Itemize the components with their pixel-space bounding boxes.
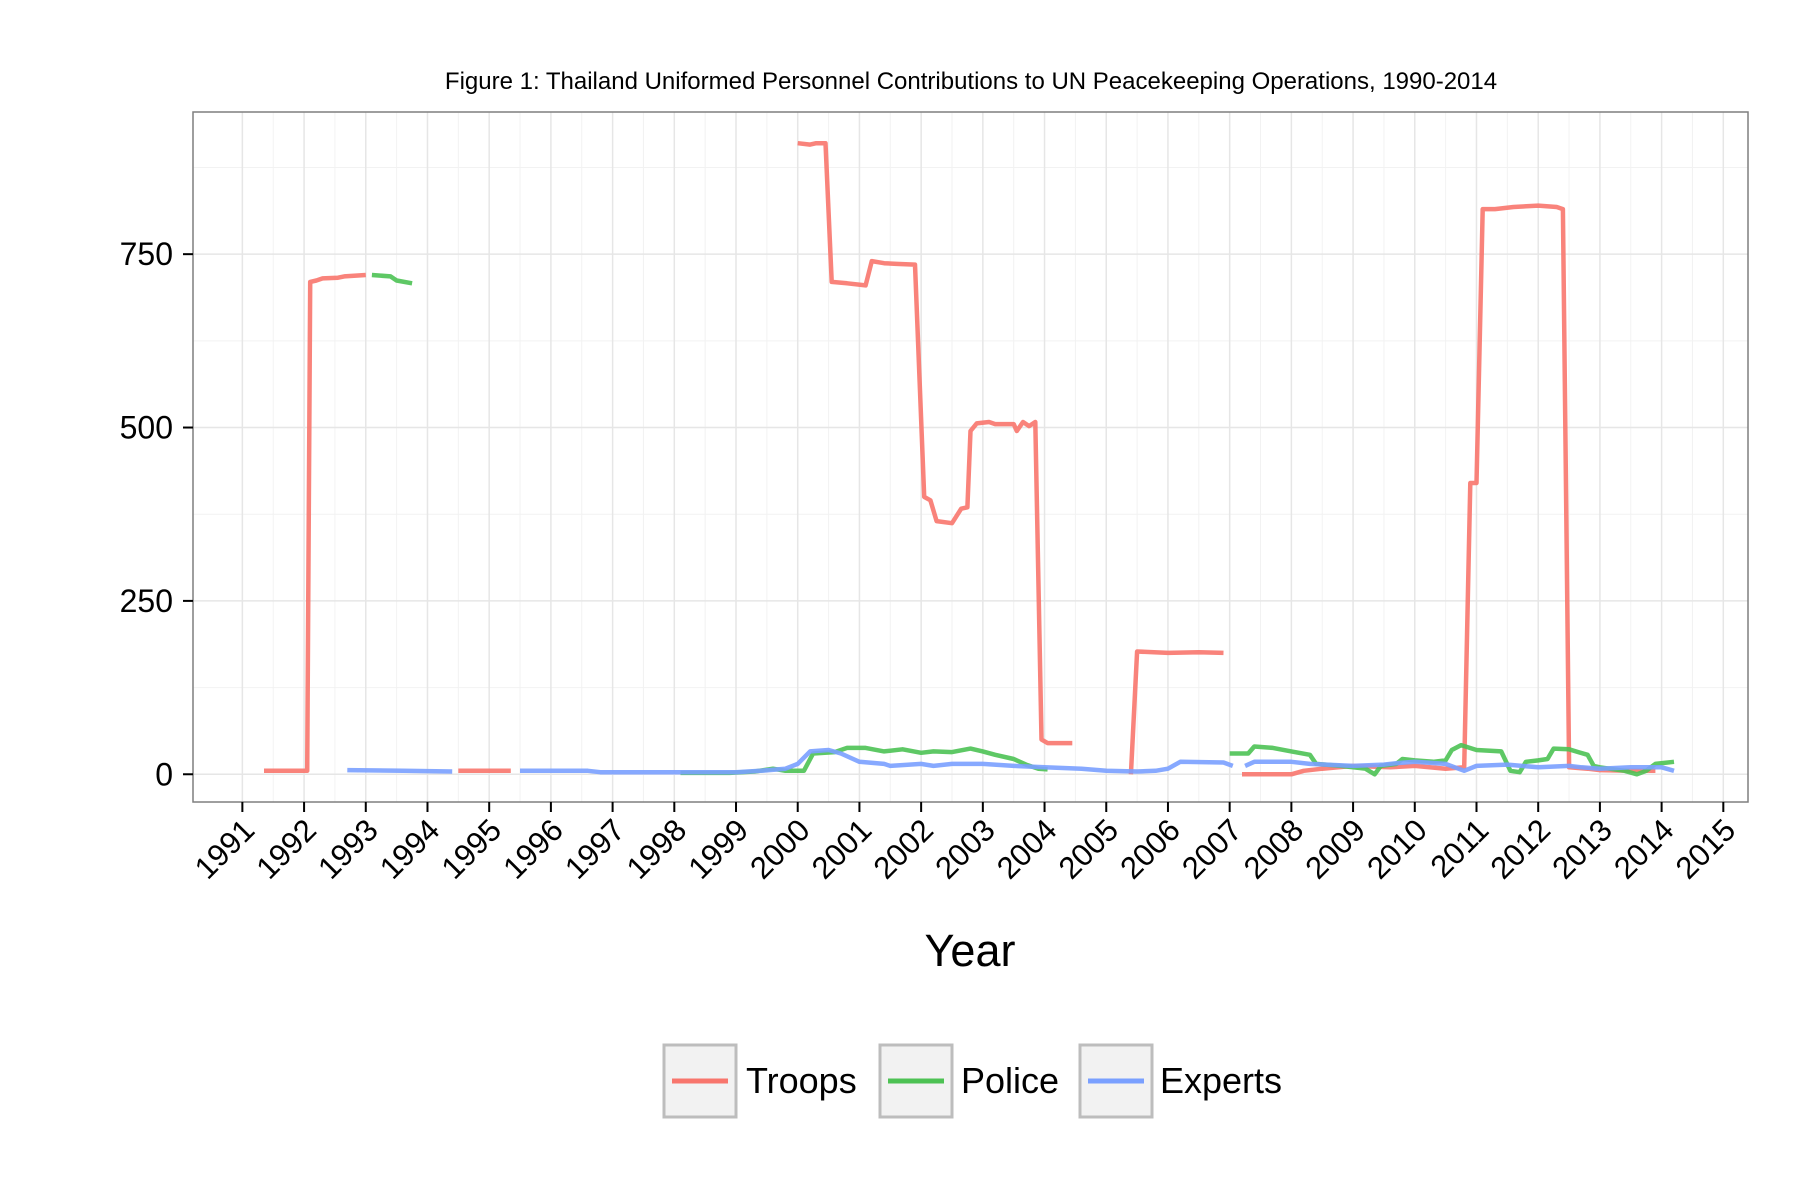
x-tick-label: 2006 <box>1113 812 1187 886</box>
series-line-experts <box>347 767 453 774</box>
x-tick-label: 2013 <box>1545 812 1619 886</box>
y-axis: 0 250 500 750 <box>120 236 193 792</box>
x-tick-label: 1997 <box>558 812 632 886</box>
x-tick-label: 1998 <box>620 812 694 886</box>
y-tick-label: 0 <box>155 756 173 792</box>
x-tick-label: 2009 <box>1299 812 1373 886</box>
x-tick-label: 1992 <box>250 812 324 886</box>
x-tick-label: 2005 <box>1052 812 1126 886</box>
y-tick-label: 250 <box>120 583 173 619</box>
x-tick-label: 2004 <box>990 812 1064 886</box>
x-tick-label: 1993 <box>311 812 385 886</box>
legend-label-police: Police <box>961 1060 1059 1101</box>
x-tick-label: 2002 <box>867 812 941 886</box>
x-tick-label: 2010 <box>1360 812 1434 886</box>
x-tick-label: 2008 <box>1237 812 1311 886</box>
y-tick-label: 750 <box>120 236 173 272</box>
x-tick-label: 2000 <box>743 812 817 886</box>
series-line-troops <box>797 140 1073 746</box>
series-line-police <box>371 272 413 286</box>
plot-border <box>192 111 1749 803</box>
legend-label-troops: Troops <box>746 1060 857 1101</box>
x-tick-label: 2012 <box>1484 812 1558 886</box>
x-tick-label: 1994 <box>373 812 447 886</box>
x-axis: 1991199219931994199519961997199819992000… <box>188 802 1742 886</box>
series-line-troops <box>264 272 366 774</box>
x-tick-label: 1996 <box>496 812 570 886</box>
x-tick-label: 2007 <box>1175 812 1249 886</box>
series-line-experts <box>520 747 1234 775</box>
series-line-troops <box>1128 649 1224 775</box>
series-line-experts <box>1244 759 1675 774</box>
x-tick-label: 2014 <box>1607 812 1681 886</box>
x-tick-label: 2011 <box>1424 812 1496 884</box>
x-axis-title: Year <box>925 925 1016 976</box>
x-tick-label: 2003 <box>928 812 1002 886</box>
x-tick-label: 1991 <box>188 812 262 886</box>
x-tick-label: 1999 <box>681 812 755 886</box>
legend-label-experts: Experts <box>1160 1060 1282 1101</box>
legend: Troops Police Experts <box>662 1043 1282 1119</box>
chart-title: Figure 1: Thailand Uniformed Personnel C… <box>445 68 1497 95</box>
x-tick-label: 2015 <box>1669 812 1743 886</box>
x-tick-label: 2001 <box>805 812 879 886</box>
x-tick-label: 1995 <box>435 812 509 886</box>
panel-frame <box>192 111 1749 803</box>
y-tick-label: 500 <box>120 410 173 446</box>
grid-lines <box>193 112 1748 802</box>
series-lines <box>264 140 1675 777</box>
